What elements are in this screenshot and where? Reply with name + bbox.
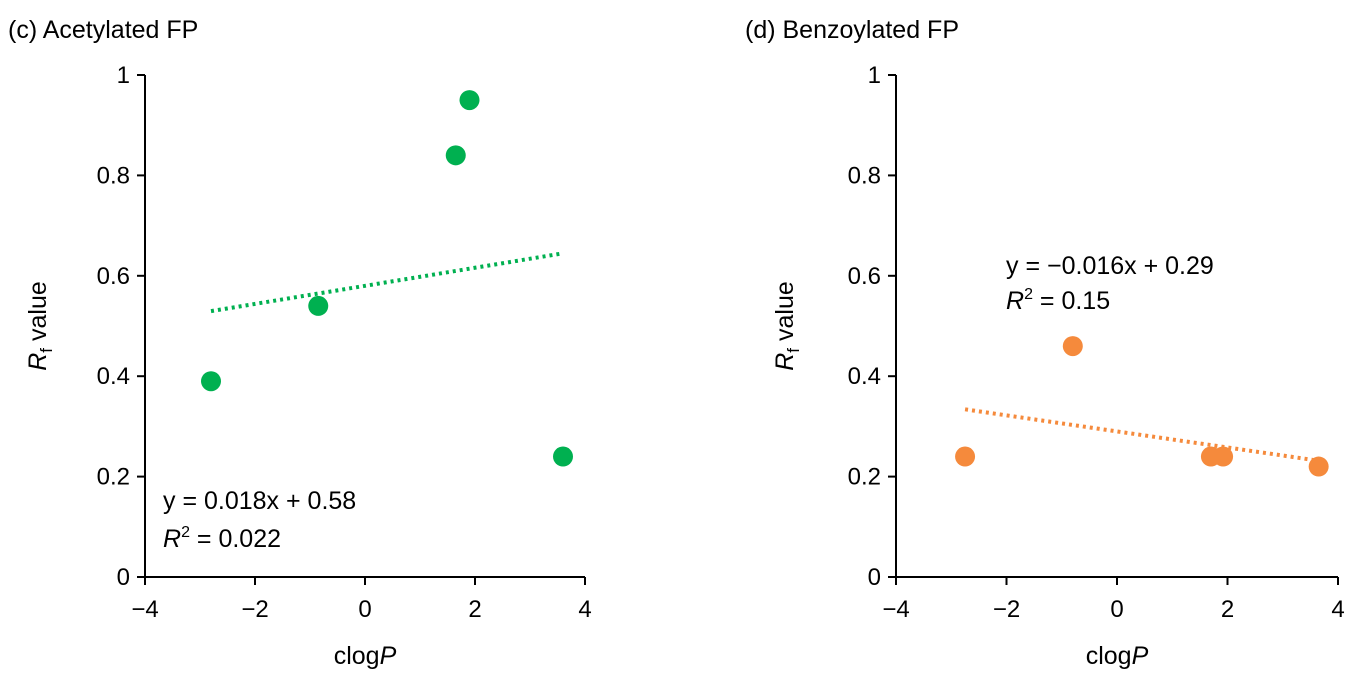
data-point [1308, 456, 1329, 477]
chart-title: (d) Benzoylated FP [745, 16, 959, 44]
y-tick-label: 0 [117, 564, 130, 591]
trendline [964, 407, 1319, 463]
data-point [1213, 446, 1234, 467]
trendline [210, 251, 564, 314]
y-tick-label: 0.6 [97, 263, 130, 290]
y-tick-label: 0.4 [97, 363, 130, 390]
y-axis-label: Rf value [24, 281, 56, 371]
data-point [553, 446, 573, 467]
y-axis-label: Rf value [771, 281, 803, 371]
x-axis-label: clogP [1086, 642, 1149, 670]
x-tick-label: −4 [882, 596, 909, 623]
x-tick-label: 4 [1331, 596, 1344, 623]
x-tick-label: 0 [1110, 596, 1123, 623]
y-tick-label: 0 [868, 564, 881, 591]
data-point [201, 371, 221, 392]
trend-equation: y = 0.018x + 0.58 [163, 487, 356, 515]
y-tick-label: 1 [117, 62, 130, 89]
y-tick-label: 0.6 [848, 263, 881, 290]
trend-equation: y = −0.016x + 0.29 [1006, 252, 1214, 280]
chart-title: (c) Acetylated FP [8, 16, 198, 44]
x-tick-label: −2 [241, 596, 268, 623]
x-tick-label: −2 [993, 596, 1020, 623]
data-point [445, 145, 466, 166]
x-tick-label: 2 [1221, 596, 1234, 623]
y-tick-label: 0.2 [97, 464, 130, 491]
y-tick-label: 0.2 [848, 464, 881, 491]
x-axis-label: clogP [334, 642, 397, 670]
y-tick-label: 1 [868, 62, 881, 89]
chart-panel-d: (d) Benzoylated FP 0 0.2 0.4 0.6 0.8 1 −4 −2 0 2 4 c… [745, 16, 1345, 670]
y-tick-label: 0.8 [97, 162, 130, 189]
data-point [459, 90, 480, 111]
x-tick-label: 2 [468, 596, 481, 623]
data-point [1062, 336, 1083, 357]
data-point [955, 446, 976, 467]
x-tick-label: −4 [131, 596, 158, 623]
y-tick-label: 0.8 [848, 162, 881, 189]
chart-panel-c: (c) Acetylated FP 0 0.2 0.4 0.6 0.8 1 −4 −2 0 2 4 cl… [8, 16, 592, 670]
r-squared: R2 = 0.15 [1006, 286, 1110, 315]
y-tick-label: 0.4 [848, 363, 881, 390]
x-tick-label: 4 [578, 596, 591, 623]
x-tick-label: 0 [358, 596, 371, 623]
data-point [308, 295, 329, 316]
r-squared: R2 = 0.022 [163, 524, 281, 553]
